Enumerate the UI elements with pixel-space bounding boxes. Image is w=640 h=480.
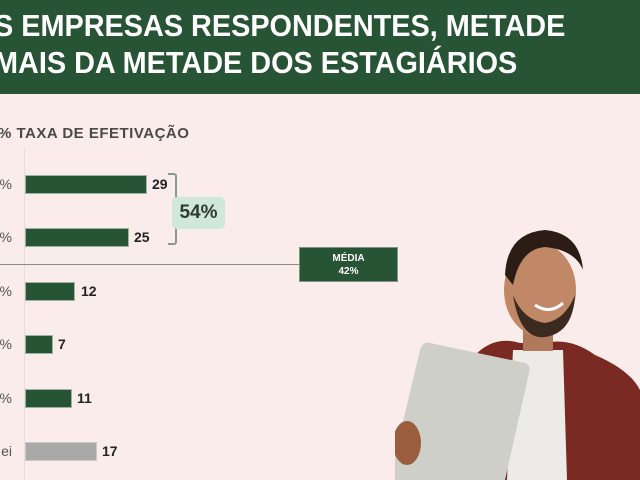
bar-value: 11	[77, 390, 92, 406]
bar-value: 12	[81, 283, 97, 299]
bar	[25, 442, 97, 461]
average-label: MÉDIA	[332, 253, 365, 264]
person-photo-illustration	[395, 230, 640, 480]
bar-value: 17	[102, 443, 118, 459]
bar-value: 7	[58, 336, 66, 352]
category-label: %	[0, 390, 12, 406]
bar-value: 25	[134, 229, 150, 245]
bar-value: 29	[152, 176, 168, 192]
average-value: 42%	[338, 266, 359, 277]
category-label: %	[0, 176, 12, 192]
header-banner: S EMPRESAS RESPONDENTES, METADE MAIS DA …	[0, 0, 640, 94]
category-label: %	[0, 229, 12, 245]
headline-line-2: MAIS DA METADE DOS ESTAGIÁRIOS	[0, 45, 518, 80]
category-label: ei	[1, 443, 12, 459]
bar	[25, 228, 129, 247]
bar	[25, 282, 75, 301]
bar	[25, 335, 53, 354]
group-total-badge: 54%	[172, 197, 225, 229]
headline-line-1: S EMPRESAS RESPONDENTES, METADE	[0, 8, 566, 43]
category-label: %	[0, 283, 12, 299]
average-line	[0, 264, 300, 265]
bar	[25, 389, 72, 408]
chart-title: % TAXA DE EFETIVAÇÃO	[0, 125, 190, 142]
bar	[25, 175, 147, 194]
average-box: MÉDIA 42%	[299, 247, 398, 282]
category-label: %	[0, 336, 12, 352]
chart-axis	[24, 148, 25, 480]
